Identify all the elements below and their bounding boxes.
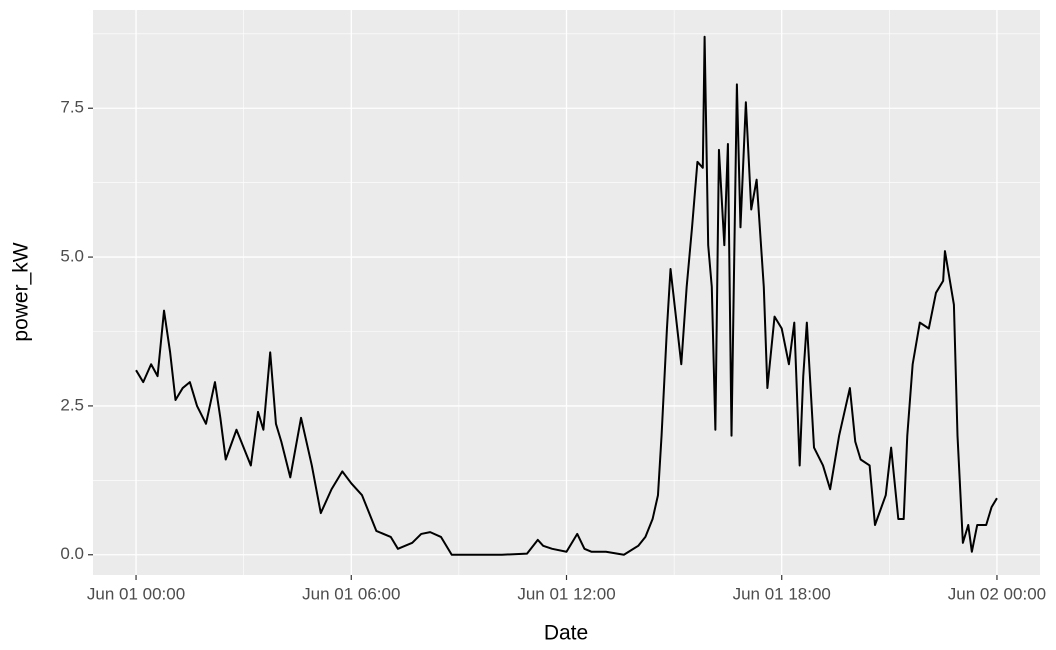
x-tick-label: Jun 02 00:00 [948,584,1046,603]
x-axis-title: Date [544,622,588,645]
grid [93,10,1040,575]
x-tick-label: Jun 01 18:00 [733,584,831,603]
data-line [135,35,998,556]
y-tick-label: 7.5 [60,98,84,117]
y-tick-label: 0.0 [60,544,84,563]
y-axis-title: power_kW [10,242,33,341]
y-tick-label: 2.5 [60,395,84,414]
x-tick-label: Jun 01 00:00 [87,584,185,603]
marks [135,35,998,556]
y-tick-label: 5.0 [60,247,84,266]
x-tick-label: Jun 01 06:00 [302,584,400,603]
x-tick-label: Jun 01 12:00 [517,584,615,603]
